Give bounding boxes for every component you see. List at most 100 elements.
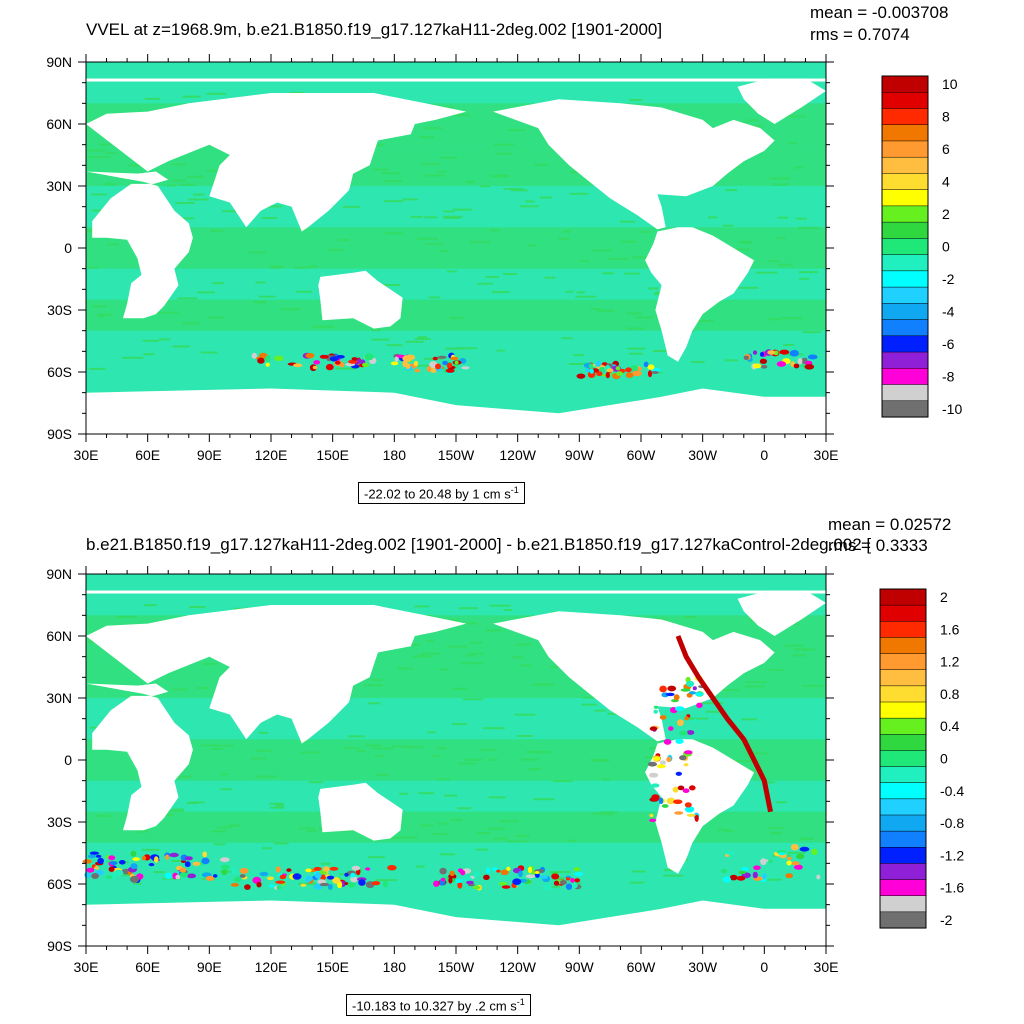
ocean-streak [722,224,734,227]
ocean-streak [511,656,523,659]
map-area [82,574,888,946]
ocean-streak [725,189,738,192]
eddy-mark [512,878,522,885]
ocean-streak [767,318,781,321]
eddy-mark [345,362,356,367]
ocean-streak [691,361,705,363]
eddy-mark [109,861,118,866]
eddy-mark [390,361,399,366]
ocean-streak [106,243,119,246]
eddy-mark [551,873,560,880]
ocean-streak [443,619,459,622]
eddy-mark [666,797,676,805]
ocean-streak [208,316,225,319]
colorbar-cell [881,400,929,418]
ocean-streak [601,778,611,781]
ocean-streak [458,762,476,765]
ocean-streak [487,827,506,830]
ocean-streak [144,97,161,100]
ocean-streak [582,696,596,699]
eddy-mark [265,355,271,362]
eddy-mark [313,360,321,365]
eddy-mark [472,885,481,890]
colorbar-label: 0.8 [940,686,960,702]
ocean-streak [211,747,223,750]
eddy-mark [350,876,358,883]
ocean-streak [416,865,425,868]
eddy-mark [668,726,674,731]
colorbar-cell [881,238,929,256]
eddy-mark [257,357,265,364]
land-asia [86,93,467,232]
land-australia [318,782,403,841]
eddy-mark [759,358,768,364]
ocean-streak [189,606,206,608]
ocean-streak [440,156,458,159]
colorbar-cell [879,750,927,768]
eddy-mark [97,857,104,864]
ocean-streak [88,149,105,152]
eddy-mark [448,877,453,884]
eddy-mark [275,866,281,873]
ocean-streak [596,309,615,312]
ocean-streak [738,286,759,289]
ocean-streak [783,344,795,346]
ocean-streak [98,313,112,316]
ocean-streak [385,837,403,839]
land-namerica [493,611,775,742]
ocean-streak [528,244,537,247]
ocean-streak [496,174,507,177]
colorbar: 10 8 6 4 2 0 -2 -4 -6 -8 -10 [881,75,962,418]
colorbar-label: -2 [942,271,955,287]
x-tick-label: 90W [565,447,595,463]
eddy-mark [659,715,667,720]
ocean-streak [773,183,788,186]
ocean-streak [294,266,311,269]
eddy-mark [684,716,689,721]
ocean-streak [569,192,589,195]
x-tick-label: 30E [74,959,99,975]
eddy-mark [402,360,408,368]
eddy-mark [807,354,818,360]
contour-range-label: -10.183 to 10.327 by .2 cm s-1 [346,994,531,1017]
ocean-streak [186,802,198,804]
eddy-mark [132,857,141,861]
ocean-streak [402,198,419,201]
ocean-streak [799,837,814,840]
eddy-mark [319,882,329,887]
ocean-streak [428,296,441,299]
ocean-streak [624,272,640,275]
eddy-mark [89,851,99,855]
ocean-streak [540,196,553,199]
y-tick-label: 0 [64,240,72,256]
ocean-streak [274,842,289,845]
ocean-streak [647,287,659,290]
eddy-mark [496,869,501,873]
ocean-streak [356,750,366,753]
colorbar-label: -6 [942,336,955,352]
ocean-streak [182,95,201,98]
ocean-streak [798,271,819,274]
x-tick-label: 150W [438,959,475,975]
y-tick-label: 60N [46,628,72,644]
ocean-streak [381,172,401,175]
eddy-mark [647,370,653,378]
ocean-streak [374,755,385,758]
colorbar-cell [879,782,927,800]
x-tick-label: 60E [135,447,160,463]
eddy-mark [435,363,441,370]
eddy-mark [164,872,173,879]
ocean-streak [511,189,528,192]
ocean-streak [220,870,236,873]
eddy-mark [721,868,728,874]
eddy-mark [652,756,661,762]
ocean-streak [465,180,475,183]
eddy-mark [305,352,315,359]
ocean-streak [745,125,764,128]
colorbar-cell [879,766,927,784]
ocean-streak [544,276,556,279]
eddy-mark [231,867,237,875]
eddy-mark [440,877,446,882]
eddy-mark [466,880,474,885]
ocean-streak [122,356,144,359]
